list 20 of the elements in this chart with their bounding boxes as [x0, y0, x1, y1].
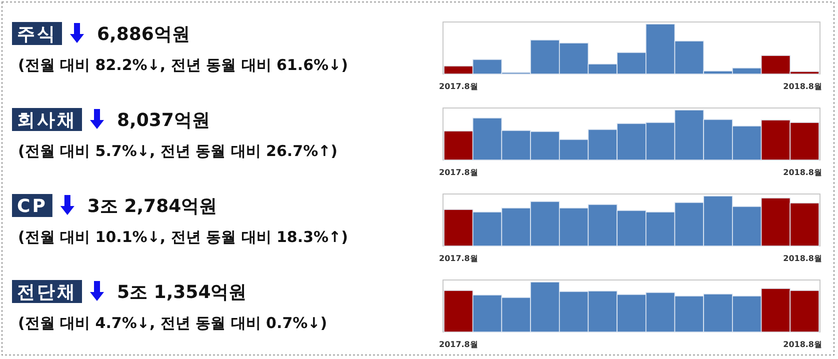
text: 주식 [17, 24, 57, 45]
text: 전단채 [17, 282, 77, 303]
x-tick-label: 2017.8월 [439, 82, 478, 91]
x-tick-label: 2018.8월 [783, 82, 822, 91]
text: 6,886억원 [97, 24, 190, 45]
text: 5조 1,354억원 [117, 282, 247, 303]
text: CP [17, 196, 48, 217]
text: (전월 대비 10.1%↓, 전년 동월 대비 18.3%↑) [18, 228, 348, 246]
x-tick-label: 2018.8월 [783, 168, 822, 177]
x-tick-label: 2017.8월 [439, 254, 478, 263]
x-tick-label: 2017.8월 [439, 340, 478, 349]
x-tick-label: 2018.8월 [783, 340, 822, 349]
text: (전월 대비 5.7%↓, 전년 동월 대비 26.7%↑) [18, 142, 338, 160]
text: 8,037억원 [117, 110, 210, 131]
x-tick-label: 2018.8월 [783, 254, 822, 263]
text: 3조 2,784억원 [87, 196, 218, 217]
x-tick-label: 2017.8월 [439, 168, 478, 177]
text: (전월 대비 82.2%↓, 전년 동월 대비 61.6%↓) [18, 56, 348, 74]
text: 회사채 [17, 110, 77, 131]
text: (전월 대비 4.7%↓, 전년 동월 대비 0.7%↓) [18, 314, 328, 332]
